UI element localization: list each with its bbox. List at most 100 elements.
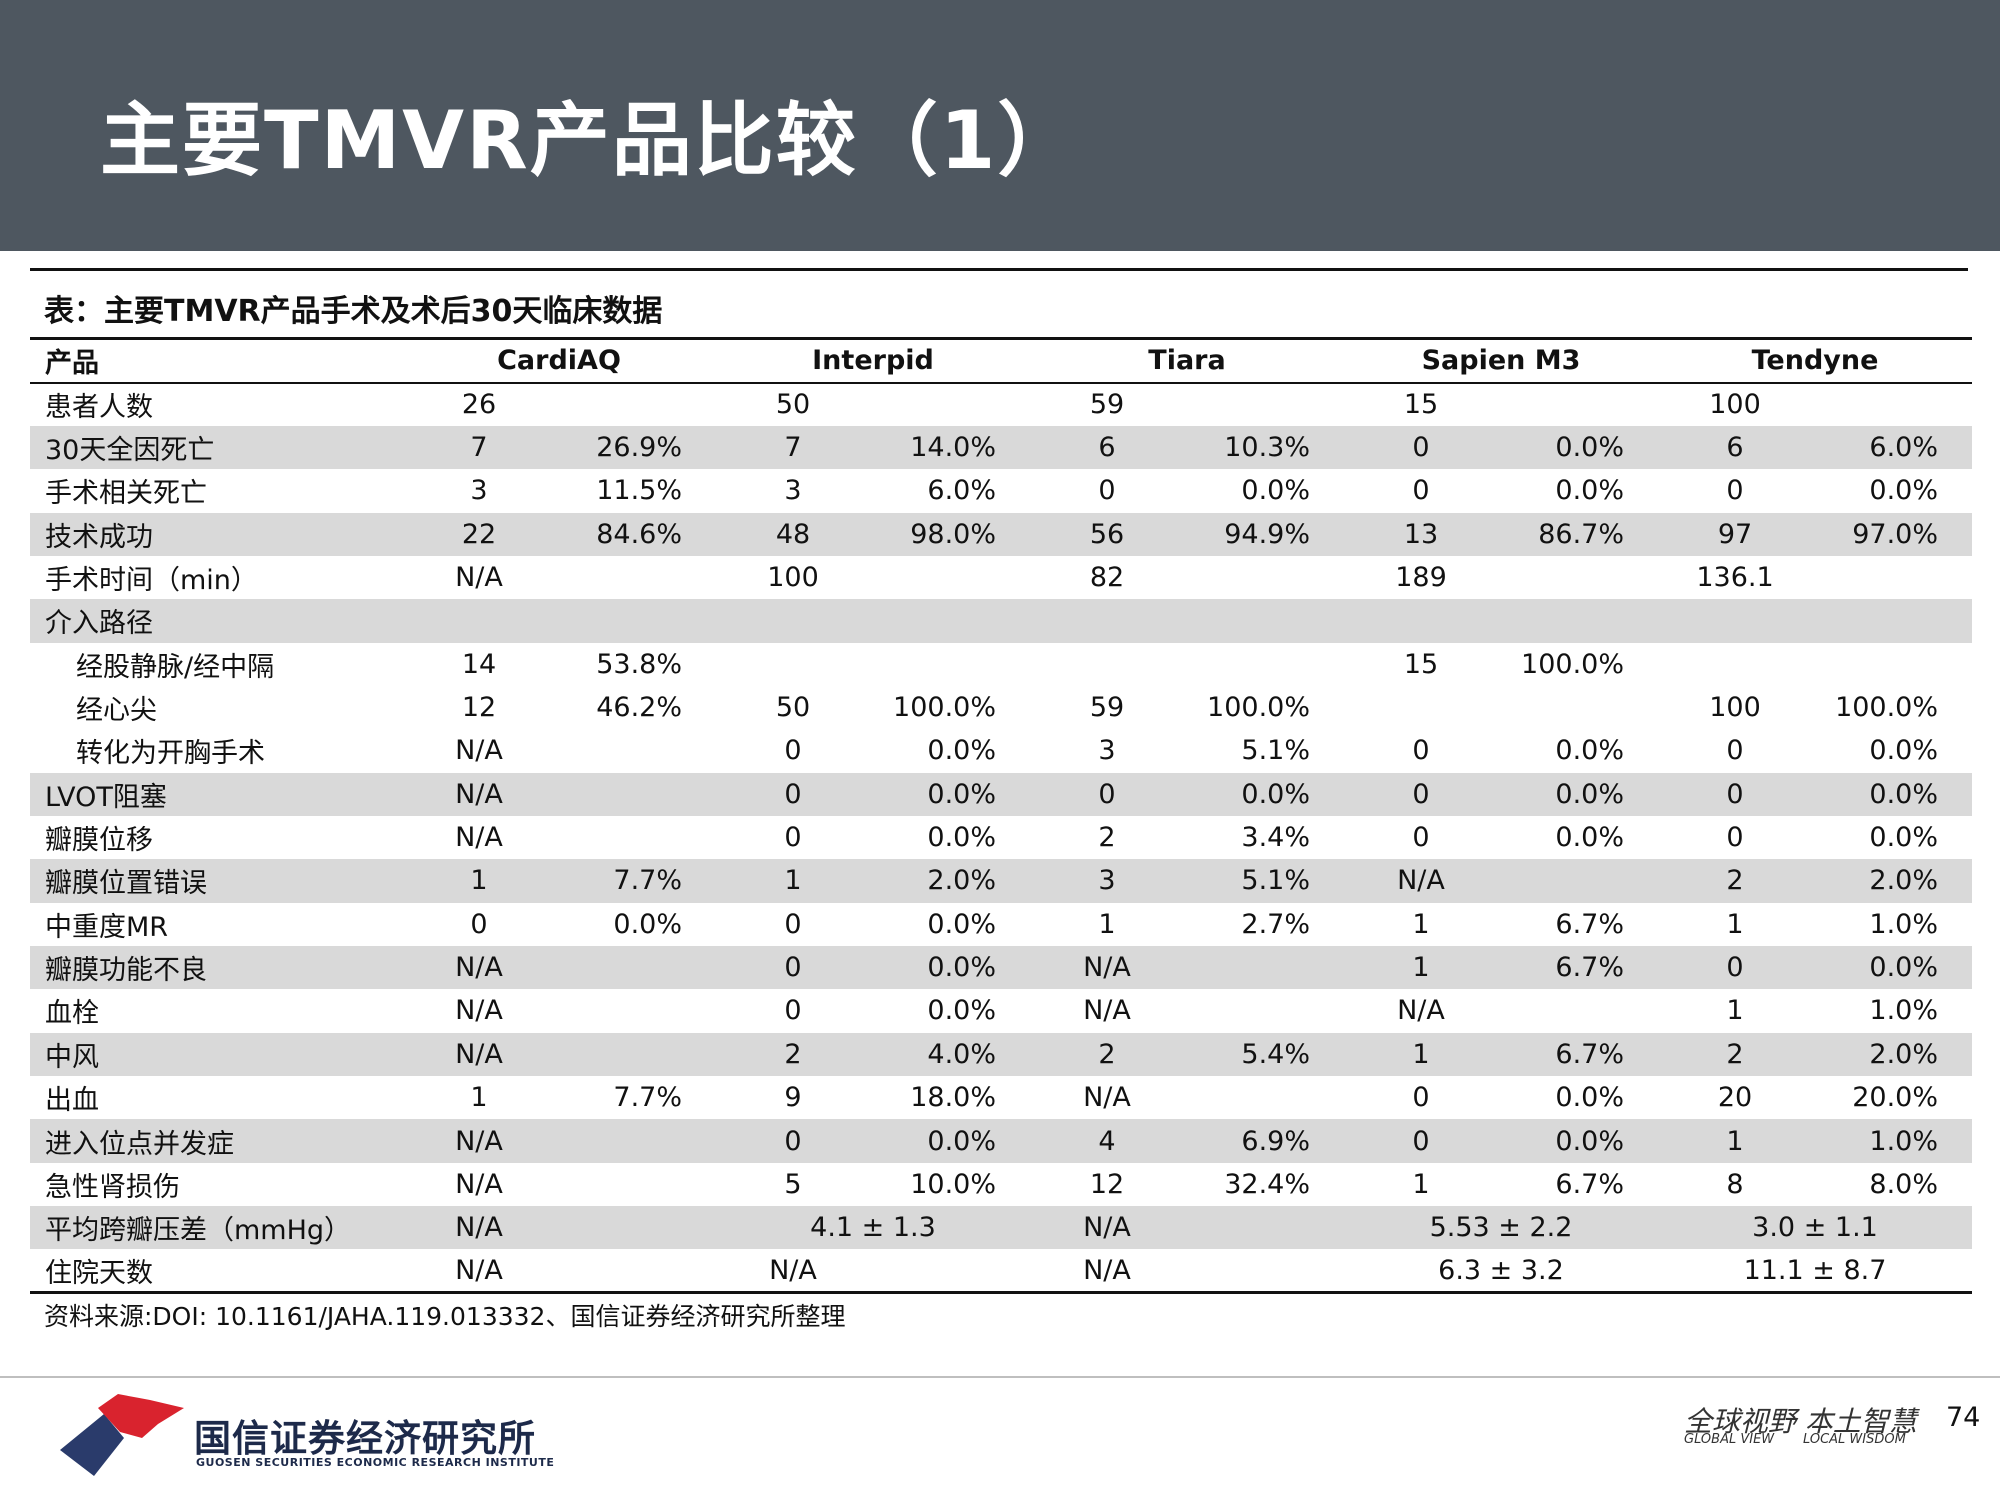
- table-cell-count: 100: [767, 562, 819, 594]
- table-cell-percent: [1498, 599, 1658, 643]
- table-cell-percent: 11.5%: [596, 475, 682, 507]
- slogan-english-local: LOCAL WISDOM: [1803, 1432, 1906, 1447]
- table-cell-percent: [556, 1163, 716, 1206]
- table-cell-count: 2: [1658, 1032, 1812, 1076]
- row-label: 瓣膜位置错误: [30, 859, 402, 903]
- header-product-label: 产品: [30, 337, 402, 384]
- table-cell-count: N/A: [402, 1249, 556, 1295]
- table-cell-percent: 4.0%: [870, 1032, 1030, 1076]
- table-cell-percent: 53.8%: [596, 648, 682, 680]
- table-row: 患者人数 26 50 59 15 100: [30, 383, 1972, 426]
- table-cell-percent: 32.4%: [1224, 1168, 1310, 1200]
- row-label: 患者人数: [45, 392, 153, 424]
- table-cell-percent: 100.0%: [1521, 648, 1624, 680]
- table-row: 急性肾损伤 N/A 5 10.0% 12 32.4% 1 6.7% 8 8.0%: [30, 1163, 1972, 1206]
- table-header-row: 产品 CardiAQ Interpid Tiara Sapien M3 Tend…: [30, 337, 1973, 384]
- title-banner: 主要TMVR产品比较（1）: [0, 0, 2000, 251]
- table-cell-count: 0: [1344, 425, 1498, 470]
- table-row: LVOT阻塞 N/A 0 0.0% 0 0.0% 0 0.0% 0 0.0%: [30, 772, 1973, 816]
- table-cell-percent: 0.0%: [1869, 475, 1939, 507]
- table-cell-count: 9: [784, 1082, 802, 1114]
- row-label: 技术成功: [30, 512, 402, 556]
- table-cell-count: 0: [470, 908, 488, 940]
- table-cell-percent: [1184, 989, 1344, 1032]
- row-label: 介入路径: [30, 599, 402, 643]
- table-row: 转化为开胸手术 N/A 0 0.0% 3 5.1% 0 0.0% 0 0.0%: [30, 729, 1972, 772]
- table-cell-percent: 98.0%: [870, 512, 1030, 556]
- table-cell-percent: 97.0%: [1812, 512, 1973, 556]
- row-label: 中风: [30, 1032, 402, 1076]
- table-cell-count: 0: [1412, 735, 1430, 767]
- table-cell-count: 0: [1030, 772, 1184, 816]
- table-cell-count: 0: [1726, 735, 1744, 767]
- table-cell-count: 59: [1089, 389, 1125, 421]
- table-cell-count: N/A: [402, 1119, 556, 1163]
- table-cell-percent: 20.0%: [1852, 1082, 1939, 1114]
- header-product-tendyne: Tendyne: [1658, 337, 1973, 384]
- table-cell-percent: [1184, 556, 1344, 599]
- table-row: 进入位点并发症 N/A 0 0.0% 4 6.9% 0 0.0% 1 1.0%: [30, 1119, 1973, 1163]
- table-cell-count: 2: [1658, 859, 1812, 903]
- source-note: 资料来源:DOI: 10.1161/JAHA.119.013332、国信证券经济…: [44, 1302, 846, 1331]
- table-cell-count: 1: [716, 859, 870, 903]
- table-cell-percent: 7.7%: [613, 1082, 682, 1114]
- row-label: 瓣膜位移: [45, 825, 153, 857]
- table-row: 瓣膜位移 N/A 0 0.0% 2 3.4% 0 0.0% 0 0.0%: [30, 816, 1972, 859]
- table-cell-percent: [556, 989, 716, 1032]
- table-cell-count: 2: [716, 1032, 870, 1076]
- table-cell-percent: 86.7%: [1498, 512, 1658, 556]
- table-top-rule: [30, 268, 1968, 271]
- table-cell-count: 0: [1412, 475, 1430, 507]
- table-cell-count: 15: [1403, 389, 1439, 421]
- row-label: 转化为开胸手术: [76, 738, 265, 770]
- table-cell-count: 0: [716, 945, 870, 990]
- table-cell-count: 26: [461, 389, 497, 421]
- table-cell-percent: 0.0%: [1555, 735, 1624, 767]
- table-row: 经股静脉/经中隔 14 53.8% 15 100.0%: [30, 643, 1972, 686]
- table-cell-count: 14: [461, 648, 497, 680]
- table-cell-percent: 0.0%: [1555, 822, 1624, 854]
- table-cell-percent: 0.0%: [927, 995, 996, 1027]
- table-cell-percent: 6.7%: [1555, 1168, 1624, 1200]
- table-cell-percent: [870, 599, 1030, 643]
- table-cell-count: 82: [1089, 562, 1125, 594]
- table-cell-percent: 0.0%: [1184, 772, 1344, 816]
- table-cell-count: N/A: [1397, 995, 1445, 1027]
- table-cell-percent: 0.0%: [870, 1119, 1030, 1163]
- table-cell-count: N/A: [455, 822, 503, 854]
- table-cell-percent: 26.9%: [556, 425, 716, 470]
- company-name: 国信证券经济研究所: [194, 1417, 536, 1460]
- table-cell-count: 1: [402, 859, 556, 903]
- table-cell-count: 3: [1030, 859, 1184, 903]
- table-cell-percent: [1184, 383, 1344, 426]
- table-cell-count: N/A: [1030, 945, 1184, 990]
- table-cell-merged: 11.1 ± 8.7: [1658, 1249, 1973, 1295]
- table-cell-count: 100: [1709, 692, 1761, 724]
- table-cell-count: [1030, 643, 1184, 686]
- table-row: 手术时间（min） N/A 100 82 189 136.1: [30, 556, 1972, 599]
- table-cell-percent: [1184, 1206, 1344, 1250]
- table-cell-percent: [1812, 383, 1972, 426]
- row-label: 血栓: [45, 998, 99, 1030]
- table-cell-count: 1: [1412, 908, 1430, 940]
- table-cell-count: N/A: [1030, 1206, 1184, 1250]
- table-cell-percent: [556, 772, 716, 816]
- table-cell-count: 3: [1098, 735, 1116, 767]
- table-cell-count: 1: [1098, 908, 1116, 940]
- table-cell-percent: 6.0%: [1812, 425, 1973, 470]
- table-cell-merged: 6.3 ± 3.2: [1344, 1249, 1658, 1295]
- table-cell-merged: 3.0 ± 1.1: [1658, 1206, 1973, 1250]
- table-cell-percent: 0.0%: [870, 945, 1030, 990]
- table-cell-count: [1658, 599, 1812, 643]
- table-body: 患者人数 26 50 59 15 100 30天全因死亡 7 26.9% 7 14.0% 6 10.3%…: [30, 383, 1973, 1295]
- table-caption: 表：主要TMVR产品手术及术后30天临床数据: [44, 294, 663, 329]
- table-cell-percent: [1184, 599, 1344, 643]
- table-cell-count: 6: [1658, 425, 1812, 470]
- row-label: 经心尖: [76, 695, 157, 727]
- table-cell-count: [1344, 686, 1498, 729]
- table-cell-percent: 5.1%: [1184, 859, 1344, 903]
- table-cell-percent: 0.0%: [927, 908, 996, 940]
- table-cell-count: 0: [1344, 772, 1498, 816]
- table-cell-percent: [556, 1032, 716, 1076]
- table-cell-count: 1: [1726, 908, 1744, 940]
